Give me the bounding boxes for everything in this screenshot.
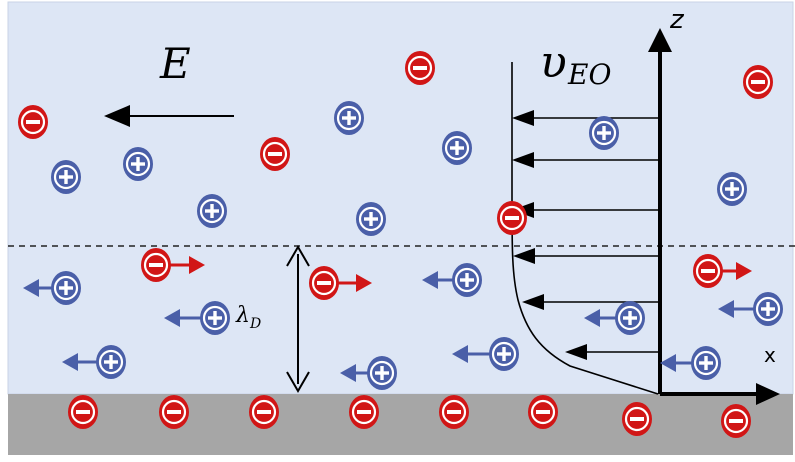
x-axis [660,383,780,405]
velocity-symbol: υ [540,37,567,88]
negative-ion-icon [309,266,339,300]
positive-ion-icon [452,263,482,297]
z-axis [648,28,672,394]
z-axis-label: z [669,5,685,35]
negative-ion-icon [349,395,379,429]
negative-ion-icon [721,404,751,438]
positive-ion-icon [51,271,81,305]
debye-length-arrow [286,245,310,393]
negative-ion-icon [18,105,48,139]
positive-ion-icon [197,194,227,228]
velocity-arrow [565,344,658,360]
charged-wall [8,394,793,455]
velocity-arrow [522,294,658,310]
negative-ion-icon [68,395,98,429]
negative-ion-icon [693,254,723,288]
debye-length-label: λ D [235,303,261,332]
positive-ion-icon [356,202,386,236]
velocity-arrow [512,110,658,126]
negative-ion-icon [439,395,469,429]
positive-ion-icon [489,337,519,371]
positive-ion-icon [51,160,81,194]
debye-symbol: λ [235,303,250,328]
electrolyte-region [7,1,794,395]
electric-field-arrow [104,105,234,127]
positive-ion-icon [615,301,645,335]
positive-ion-icon [367,356,397,390]
positive-ion-icon [96,345,126,379]
negative-ion-icon [260,137,290,171]
debye-subscript: D [249,316,261,332]
ions [18,51,783,438]
velocity-subscript: EO [567,58,611,91]
positive-ion-icon [589,116,619,150]
negative-ion-icon [743,65,773,99]
negative-ion-icon [622,402,652,436]
negative-ion-icon [528,395,558,429]
velocity-label: υ EO [540,37,611,91]
negative-ion-icon [497,201,527,235]
negative-ion-icon [159,395,189,429]
positive-ion-icon [334,101,364,135]
velocity-profile-curve [511,199,659,395]
x-axis-label: x [764,343,776,367]
positive-ion-icon [691,346,721,380]
negative-ion-icon [249,395,279,429]
positive-ion-icon [123,147,153,181]
positive-ion-icon [753,292,783,326]
negative-ion-icon [141,248,171,282]
velocity-arrow [512,152,658,168]
negative-ion-icon [405,51,435,85]
velocity-profile-arrows [512,110,658,360]
positive-ion-icon [200,301,230,335]
velocity-arrow [513,248,658,264]
field-label: E [159,39,191,88]
positive-ion-icon [442,131,472,165]
positive-ion-icon [717,172,747,206]
